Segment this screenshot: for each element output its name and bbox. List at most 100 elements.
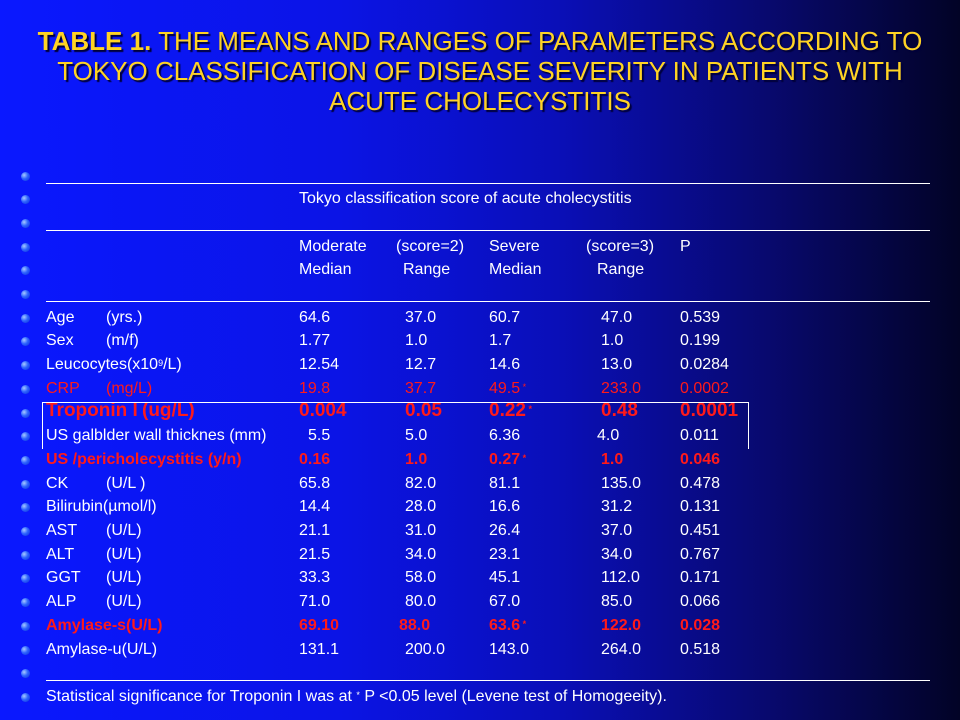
row-severe-range: 85.0 [601, 593, 633, 610]
row-p-value: 0.767 [680, 546, 721, 563]
bullet-icon [21, 432, 30, 441]
row-moderate-median: 0.004 [299, 400, 347, 421]
row-p-value: 0.0001 [680, 400, 739, 421]
row-moderate-range: 28.0 [405, 498, 437, 515]
row-p-value: 0.066 [680, 593, 721, 610]
row-parameter: Leucocytes(x109/L) [46, 356, 182, 373]
row-severe-range: 264.0 [601, 641, 642, 658]
row-parameter: ALT [46, 546, 75, 563]
row-moderate-range: 80.0 [405, 593, 437, 610]
row-moderate-median: 69.10 [299, 617, 340, 634]
row-parameter: ALP [46, 593, 77, 610]
row-p-value: 0.046 [680, 451, 721, 468]
row-severe-range: 4.0 [597, 427, 620, 444]
row-severe-range: 13.0 [601, 356, 633, 373]
col-moderate-label: Moderate [299, 238, 367, 255]
row-severe-range: 112.0 [601, 569, 640, 586]
bullet-icon [21, 646, 30, 655]
row-moderate-median: 64.6 [299, 309, 331, 326]
row-moderate-range: 1.0 [405, 332, 428, 349]
row-severe-median: 63.6 * [489, 617, 527, 634]
row-moderate-median: 14.4 [299, 498, 331, 515]
row-moderate-range: 82.0 [405, 475, 437, 492]
row-severe-median: 0.22 * [489, 400, 532, 421]
bullet-icon [21, 598, 30, 607]
row-severe-range: 1.0 [601, 451, 624, 468]
row-moderate-median: 19.8 [299, 380, 331, 397]
group-heading: Tokyo classification score of acute chol… [299, 190, 632, 207]
row-severe-median: 23.1 [489, 546, 521, 563]
bullet-icon [21, 693, 30, 702]
row-p-value: 0.0002 [680, 380, 729, 397]
bullet-icon [21, 551, 30, 560]
row-parameter: Troponin I [46, 400, 138, 421]
row-moderate-range: 37.0 [405, 309, 437, 326]
row-moderate-range: 200.0 [405, 641, 446, 658]
row-p-value: 0.011 [680, 427, 719, 444]
row-severe-median: 60.7 [489, 309, 521, 326]
title-table-number: TABLE 1. [37, 26, 152, 56]
row-severe-range: 37.0 [601, 522, 633, 539]
row-unit: (U/L) [106, 593, 142, 610]
row-parameter: Sex [46, 332, 74, 349]
slide-title: TABLE 1. THE MEANS AND RANGES OF PARAMET… [20, 26, 940, 116]
row-parameter: Amylase-s(U/L) [46, 617, 163, 634]
row-unit: (mg/L) [106, 380, 153, 397]
row-moderate-range: 5.0 [405, 427, 428, 444]
row-severe-range: 1.0 [601, 332, 624, 349]
row-p-value: 0.171 [680, 569, 721, 586]
bullet-icon [21, 172, 30, 181]
bullet-icon [21, 337, 30, 346]
row-moderate-range: 1.0 [405, 451, 428, 468]
bullet-icon [21, 195, 30, 204]
row-p-value: 0.451 [680, 522, 721, 539]
bullet-icon [21, 480, 30, 489]
row-unit: (m/f) [106, 332, 139, 349]
bullet-icon [21, 409, 30, 418]
table-rule [46, 183, 930, 184]
row-unit: (yrs.) [106, 309, 143, 326]
row-moderate-median: 71.0 [299, 593, 331, 610]
row-moderate-range: 12.7 [405, 356, 437, 373]
row-severe-median: 143.0 [489, 641, 530, 658]
bullet-icon [21, 266, 30, 275]
table-rule [46, 301, 930, 302]
col-severe-label: Severe [489, 238, 540, 255]
row-moderate-range: 0.05 [405, 400, 442, 421]
row-severe-range: 0.48 [601, 400, 638, 421]
col-median-2: Median [489, 261, 542, 278]
row-p-value: 0.131 [680, 498, 721, 515]
row-moderate-median: 1.77 [299, 332, 331, 349]
row-moderate-range: 88.0 [399, 617, 431, 634]
row-p-value: 0.0284 [680, 356, 729, 373]
row-unit: (U/L) [106, 546, 142, 563]
bullet-icon [21, 622, 30, 631]
row-moderate-median: 0.16 [299, 451, 331, 468]
row-moderate-median: 65.8 [299, 475, 331, 492]
row-unit: (U/L) [106, 522, 142, 539]
col-moderate-score: (score=2) [396, 238, 465, 255]
bullet-icon [21, 527, 30, 536]
row-unit: (ug/L) [142, 400, 195, 421]
row-severe-median: 6.36 [489, 427, 521, 444]
significance-mark: * [520, 619, 527, 629]
highlight-box-left [42, 402, 43, 449]
title-text: THE MEANS AND RANGES OF PARAMETERS ACCOR… [57, 26, 923, 116]
bullet-icon [21, 503, 30, 512]
footnote: Statistical significance for Troponin I … [46, 688, 667, 705]
row-severe-range: 233.0 [601, 380, 642, 397]
bullet-icon [21, 314, 30, 323]
table-rule [46, 230, 930, 231]
highlight-box-top [42, 402, 748, 403]
row-severe-range: 122.0 [601, 617, 642, 634]
significance-mark: * [520, 382, 527, 392]
row-moderate-range: 34.0 [405, 546, 437, 563]
row-severe-median: 1.7 [489, 332, 512, 349]
row-moderate-range: 37.7 [405, 380, 437, 397]
bullet-icon [21, 290, 30, 299]
table-bottom-rule [46, 680, 930, 681]
row-moderate-median: 12.54 [299, 356, 340, 373]
col-range-2: Range [597, 261, 645, 278]
bullet-icon [21, 243, 30, 252]
superscript: 9 [158, 358, 164, 368]
